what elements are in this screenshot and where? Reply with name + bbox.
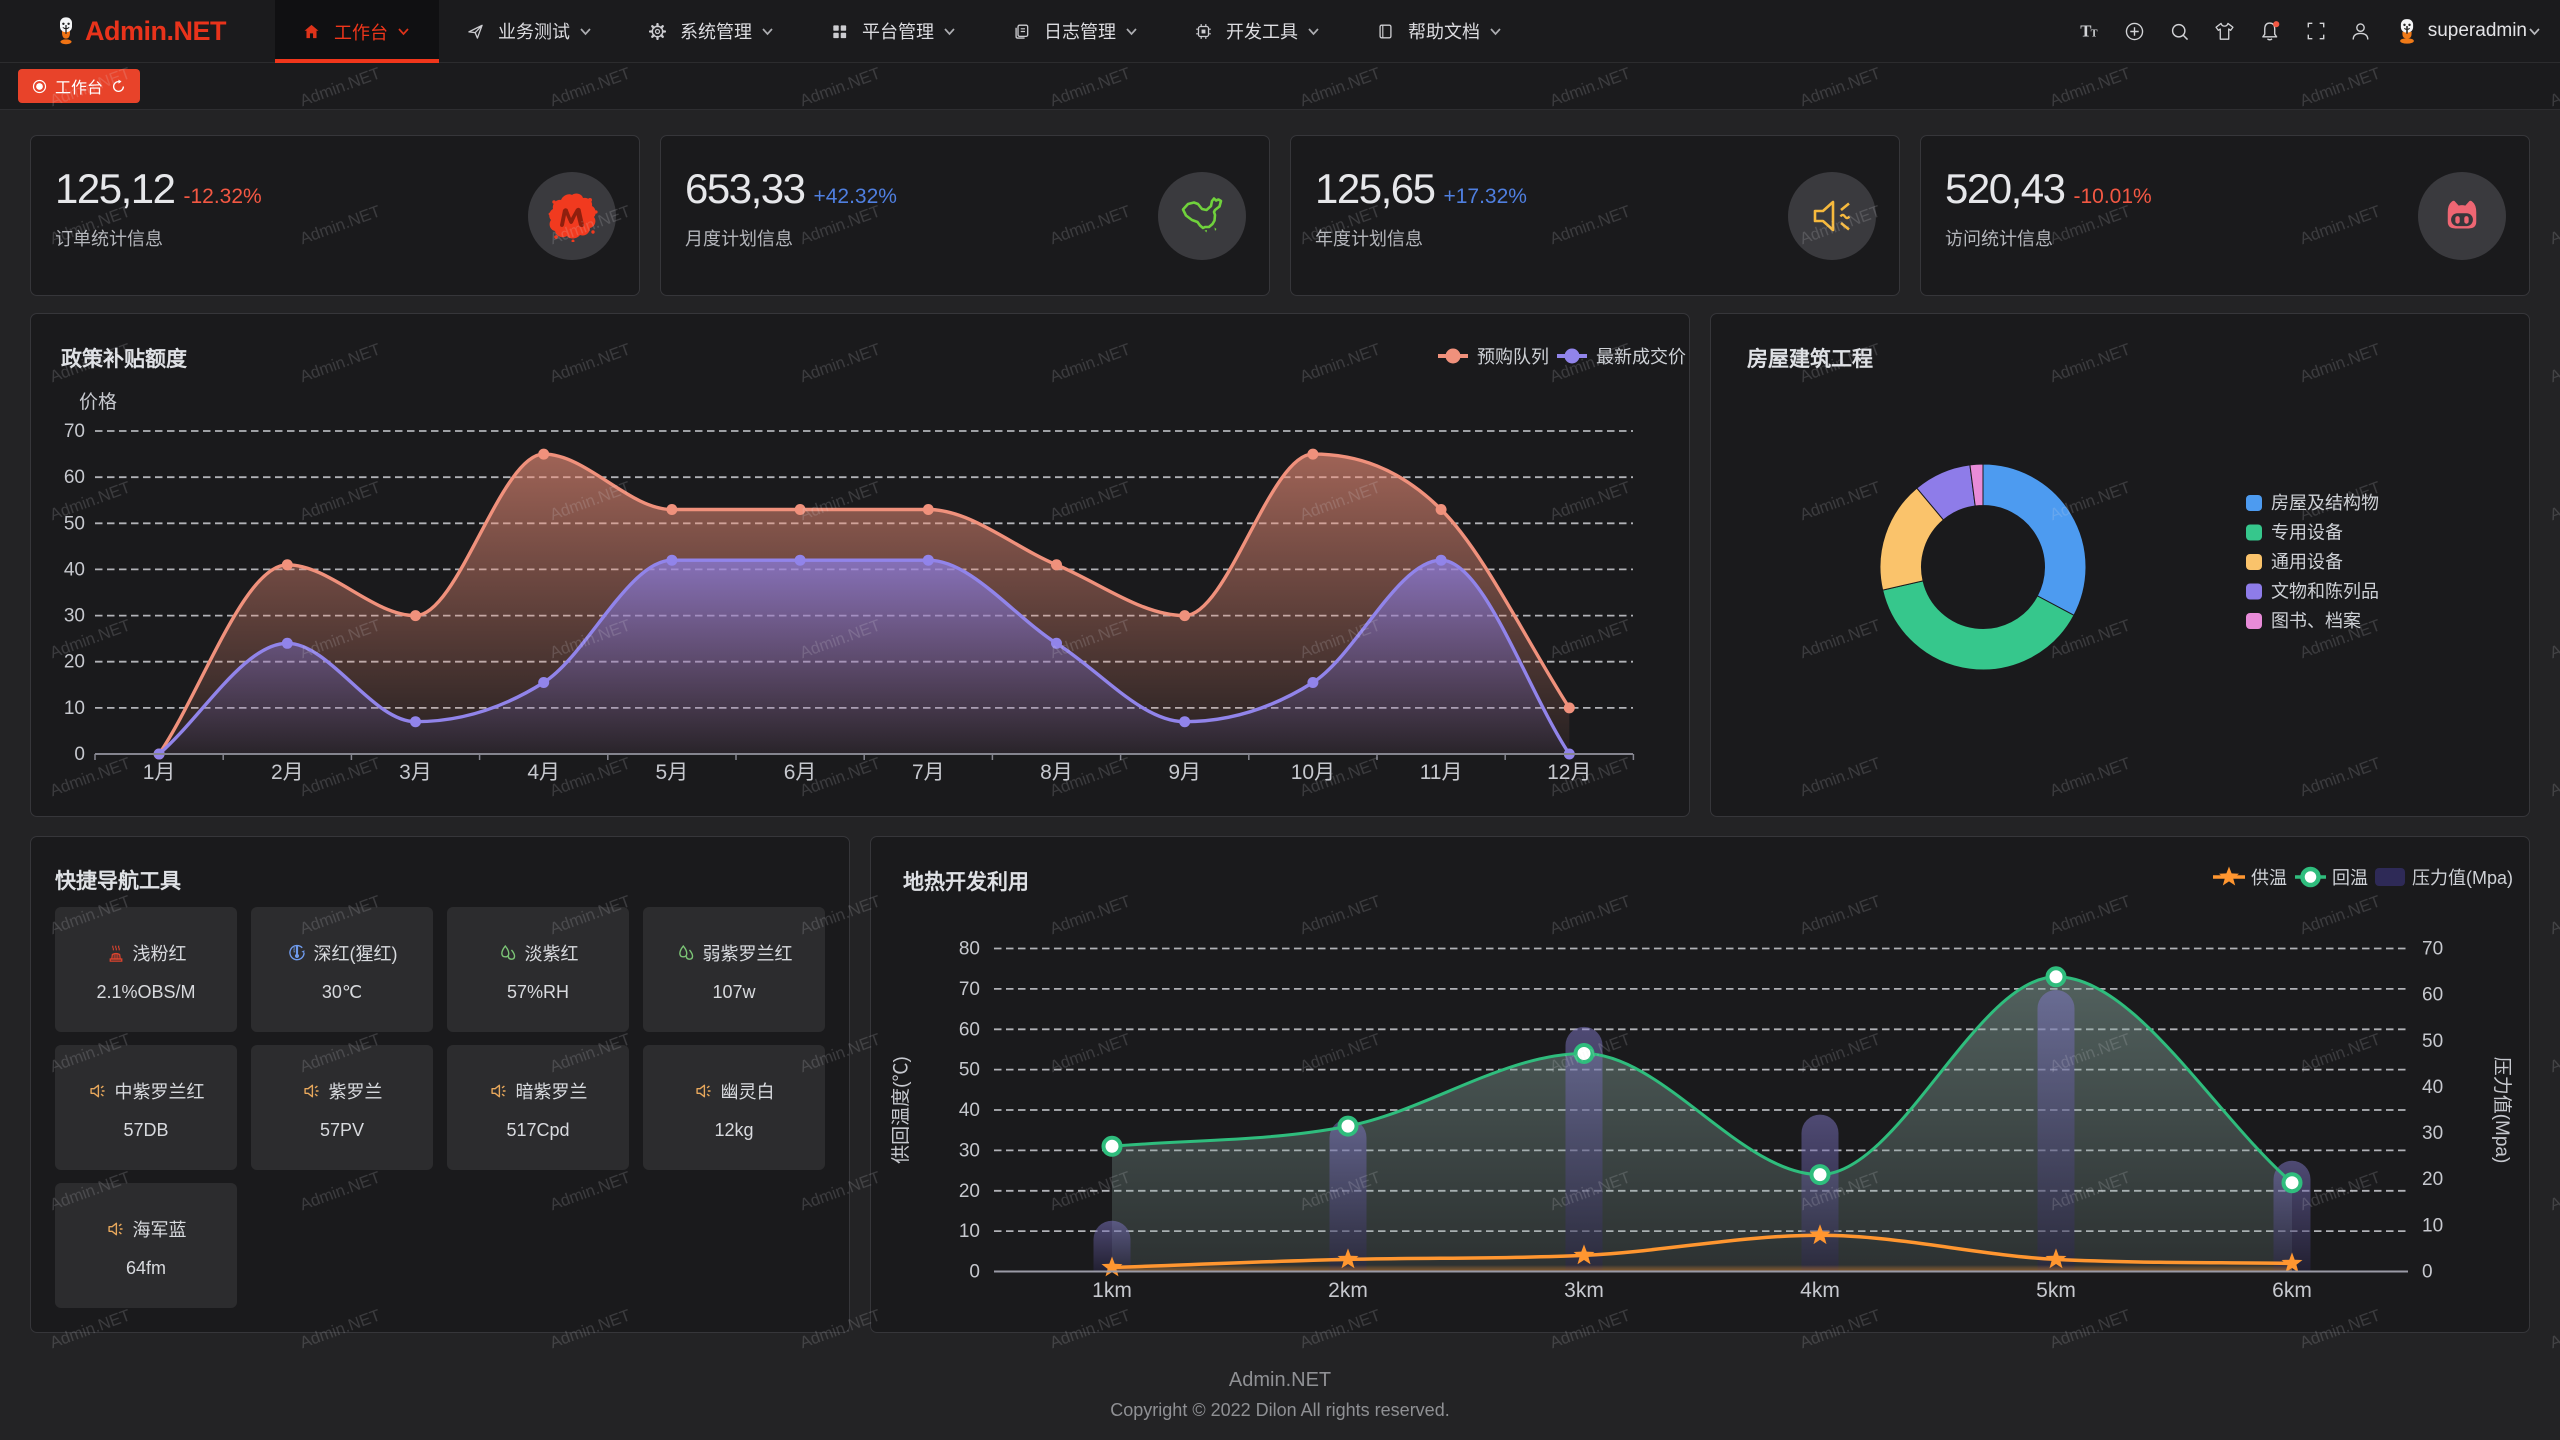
svg-text:房屋及结构物: 房屋及结构物: [2271, 493, 2379, 513]
svg-text:预购队列: 预购队列: [1477, 347, 1549, 367]
svg-text:10: 10: [959, 1221, 980, 1242]
svg-text:价格: 价格: [79, 391, 117, 413]
svg-text:压力值(Mpa): 压力值(Mpa): [2412, 868, 2513, 888]
svg-text:12月: 12月: [1547, 761, 1591, 784]
svg-text:60: 60: [2422, 985, 2443, 1006]
svg-text:5km: 5km: [2036, 1279, 2076, 1302]
svg-text:80: 80: [959, 939, 980, 960]
svg-text:3km: 3km: [1564, 1279, 1604, 1302]
svg-text:供回温度(℃): 供回温度(℃): [890, 1056, 912, 1164]
svg-text:60: 60: [959, 1019, 980, 1040]
svg-text:40: 40: [64, 559, 85, 580]
svg-text:50: 50: [959, 1060, 980, 1081]
svg-text:通用设备: 通用设备: [2271, 552, 2343, 572]
svg-text:T: T: [2090, 29, 2097, 40]
svg-text:专用设备: 专用设备: [2271, 523, 2343, 543]
svg-text:50: 50: [64, 513, 85, 534]
svg-text:10: 10: [64, 698, 85, 719]
svg-text:压力值(Mpa): 压力值(Mpa): [2491, 1057, 2513, 1164]
svg-text:最新成交价: 最新成交价: [1596, 347, 1686, 367]
svg-text:7月: 7月: [912, 761, 945, 784]
svg-text:0: 0: [74, 744, 85, 765]
svg-text:4km: 4km: [1800, 1279, 1840, 1302]
svg-text:70: 70: [64, 421, 85, 442]
svg-text:2km: 2km: [1328, 1279, 1368, 1302]
svg-text:3月: 3月: [399, 761, 432, 784]
svg-text:30: 30: [2422, 1123, 2443, 1144]
svg-text:20: 20: [959, 1181, 980, 1202]
svg-text:回温: 回温: [2332, 868, 2368, 888]
svg-text:30: 30: [64, 606, 85, 627]
svg-text:11月: 11月: [1420, 761, 1463, 784]
svg-text:20: 20: [2422, 1169, 2443, 1190]
svg-text:房屋建筑工程: 房屋建筑工程: [1747, 347, 1873, 371]
svg-text:1km: 1km: [1092, 1279, 1132, 1302]
svg-text:供温: 供温: [2251, 868, 2287, 888]
svg-text:4月: 4月: [527, 761, 560, 784]
svg-text:10: 10: [2422, 1215, 2443, 1236]
svg-text:6km: 6km: [2272, 1279, 2312, 1302]
svg-text:政策补贴额度: 政策补贴额度: [61, 347, 187, 371]
svg-text:0: 0: [2422, 1262, 2433, 1283]
svg-text:60: 60: [64, 467, 85, 488]
svg-text:图书、档案: 图书、档案: [2271, 611, 2361, 631]
svg-text:70: 70: [959, 979, 980, 1000]
svg-text:10月: 10月: [1291, 761, 1335, 784]
svg-text:20: 20: [64, 652, 85, 673]
svg-text:8月: 8月: [1040, 761, 1073, 784]
svg-text:6月: 6月: [784, 761, 817, 784]
svg-text:1月: 1月: [143, 761, 176, 784]
svg-text:5月: 5月: [656, 761, 689, 784]
svg-text:50: 50: [2422, 1031, 2443, 1052]
svg-text:地热开发利用: 地热开发利用: [903, 870, 1029, 894]
svg-text:0: 0: [969, 1262, 980, 1283]
svg-text:9月: 9月: [1168, 761, 1201, 784]
svg-text:30: 30: [959, 1140, 980, 1161]
svg-text:2月: 2月: [271, 761, 304, 784]
svg-text:40: 40: [959, 1100, 980, 1121]
svg-text:70: 70: [2422, 939, 2443, 960]
svg-text:T: T: [2080, 22, 2091, 41]
svg-text:文物和陈列品: 文物和陈列品: [2271, 582, 2379, 602]
svg-text:40: 40: [2422, 1077, 2443, 1098]
